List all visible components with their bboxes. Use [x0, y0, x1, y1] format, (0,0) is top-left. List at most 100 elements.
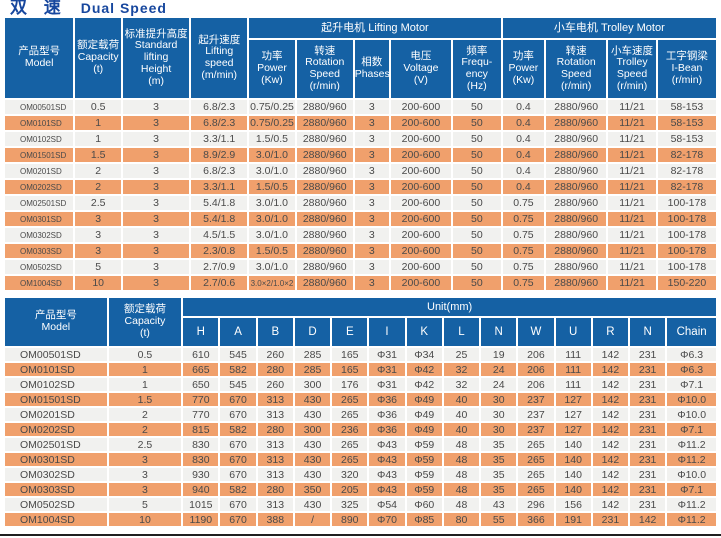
- table-cell: 43: [481, 498, 517, 511]
- table-row: OM0102SD 1 3 3.3/1.1 1.5/0.5 2880/960 3 200-600…: [5, 132, 716, 146]
- table-cell: 176: [332, 378, 368, 391]
- table-cell: 11/21: [608, 180, 656, 194]
- table-row: OM0101SD 1 3 6.8/2.3 0.75/0.25 2880/960 3 200-6…: [5, 116, 716, 130]
- table-cell: 3.0/1.0: [249, 228, 295, 242]
- col-header-D: D: [294, 318, 331, 346]
- table-cell: 11/21: [608, 196, 656, 210]
- table-cell: 2880/960: [546, 100, 607, 114]
- table-cell: 231: [592, 513, 629, 526]
- table-cell: 3: [354, 100, 389, 114]
- table-cell: 2880/960: [546, 196, 607, 210]
- table-row: OM0202SD 2 815 582 280 300 236 Φ36 Φ49 40 30 237 127…: [5, 423, 716, 436]
- table-cell: Φ70: [369, 513, 405, 526]
- table-cell: 11/21: [608, 132, 656, 146]
- table-cell: 5.4/1.8: [191, 212, 248, 226]
- table-cell: 11/21: [608, 100, 656, 114]
- table-cell: 11/21: [608, 212, 656, 226]
- table-cell: 3: [122, 148, 190, 162]
- table-cell: 142: [592, 393, 629, 406]
- table-cell: 50: [452, 116, 501, 130]
- table-cell: OM02501SD: [5, 438, 107, 451]
- table-cell: 1.5/0.5: [249, 132, 295, 146]
- table-cell: 2: [75, 180, 121, 194]
- table-cell: 30: [481, 423, 517, 436]
- table-cell: 2880/960: [546, 132, 607, 146]
- table-cell: 25: [443, 348, 480, 361]
- table-cell: 1.5/0.5: [249, 244, 295, 258]
- col-header-E: E: [332, 318, 368, 346]
- table-cell: 1: [75, 132, 121, 146]
- table-cell: Φ49: [406, 393, 442, 406]
- table-cell: 265: [518, 483, 554, 496]
- table-cell: 82-178: [657, 180, 716, 194]
- table-cell: 2.7/0.6: [191, 276, 248, 290]
- table-cell: 2.7/0.9: [191, 260, 248, 274]
- table-cell: 5: [75, 260, 121, 274]
- table-cell: 200-600: [390, 132, 451, 146]
- table-cell: 313: [257, 468, 293, 481]
- table-cell: Φ10.0: [667, 393, 716, 406]
- table-cell: 10: [108, 513, 182, 526]
- table-cell: 0.5: [108, 348, 182, 361]
- col-header-K: K: [406, 318, 442, 346]
- col-header-capacity: 额定载荷 Capacity (t): [108, 298, 182, 346]
- table-cell: 296: [518, 498, 554, 511]
- col-header-N1: N: [481, 318, 517, 346]
- table-cell: 6.8/2.3: [191, 100, 248, 114]
- table-cell: 3.0/1.0: [249, 260, 295, 274]
- table-cell: Φ36: [369, 393, 405, 406]
- table-cell: 2880/960: [546, 148, 607, 162]
- table-cell: 325: [332, 498, 368, 511]
- col-header-R: R: [592, 318, 629, 346]
- table-cell: 2880/960: [546, 164, 607, 178]
- table-cell: 3: [108, 483, 182, 496]
- table-cell: 3: [122, 132, 190, 146]
- table-cell: 265: [332, 393, 368, 406]
- col-header-model: 产品型号 Model: [5, 298, 107, 346]
- table-cell: 142: [592, 408, 629, 421]
- table-cell: OM00501SD: [5, 100, 74, 114]
- table-cell: Φ36: [369, 408, 405, 421]
- table-cell: 4.5/1.5: [191, 228, 248, 242]
- table-cell: 665: [183, 363, 219, 376]
- table-cell: 100-178: [657, 196, 716, 210]
- table-cell: OM0302SD: [5, 468, 107, 481]
- table-cell: 165: [332, 348, 368, 361]
- table-cell: Φ59: [406, 453, 442, 466]
- table-cell: OM0201SD: [5, 408, 107, 421]
- motor-spec-rows: OM00501SD 0.5 3 6.8/2.3 0.75/0.25 2880/960 3 20…: [5, 100, 716, 290]
- table-cell: 650: [183, 378, 219, 391]
- table-row: OM0202SD 2 3 3.3/1.1 1.5/0.5 2880/960 3 200-600…: [5, 180, 716, 194]
- col-header-B: B: [257, 318, 293, 346]
- table-cell: OM01501SD: [5, 148, 74, 162]
- table-cell: 40: [443, 408, 480, 421]
- table-cell: 35: [481, 438, 517, 451]
- table-cell: 100-178: [657, 228, 716, 242]
- table-cell: 1.5: [108, 393, 182, 406]
- col-header-W: W: [518, 318, 554, 346]
- table-row: OM0102SD 1 650 545 260 300 176 Φ31 Φ42 32 24 206 111…: [5, 378, 716, 391]
- table-cell: Φ59: [406, 468, 442, 481]
- table-cell: 111: [555, 348, 591, 361]
- table-cell: 2: [75, 164, 121, 178]
- table-cell: Φ49: [406, 408, 442, 421]
- table-cell: 142: [592, 468, 629, 481]
- table-cell: 582: [220, 483, 256, 496]
- table-cell: 0.4: [502, 180, 545, 194]
- table-cell: OM0101SD: [5, 116, 74, 130]
- table-cell: 430: [294, 438, 331, 451]
- table-cell: 142: [592, 423, 629, 436]
- table-cell: 265: [332, 408, 368, 421]
- table-cell: 388: [257, 513, 293, 526]
- col-header-frequency: 频率 Frequ- ency (Hz): [452, 40, 501, 98]
- table-cell: 2880/960: [296, 212, 353, 226]
- col-header-lifting-rotation: 转速 Rotation Speed (r/min): [296, 40, 353, 98]
- table-cell: 3: [122, 180, 190, 194]
- table-cell: 830: [183, 438, 219, 451]
- table-cell: 3.0/1.0: [249, 148, 295, 162]
- col-header-phases: 相数 Phases: [354, 40, 389, 98]
- table-cell: 300: [294, 423, 331, 436]
- table-cell: 231: [630, 408, 666, 421]
- table-cell: 300: [294, 378, 331, 391]
- table-cell: Φ36: [369, 423, 405, 436]
